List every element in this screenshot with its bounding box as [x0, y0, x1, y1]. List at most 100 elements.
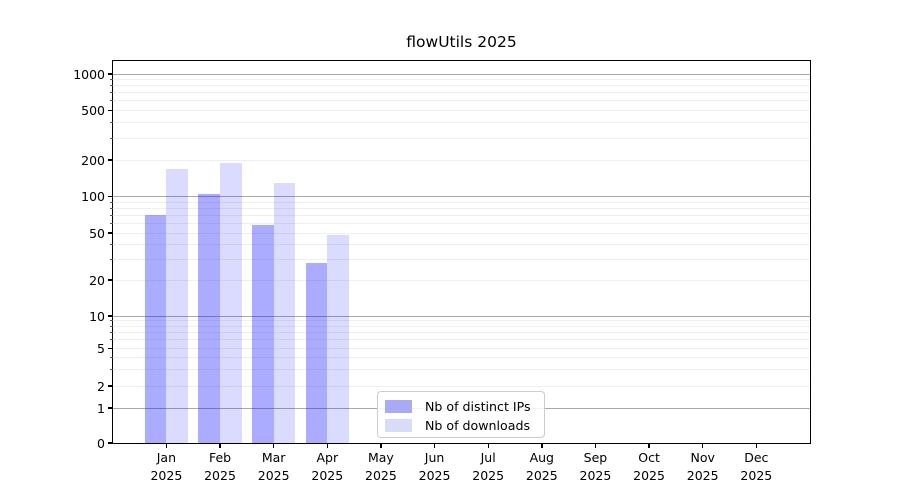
y-minor-tick-mark — [110, 320, 113, 322]
bar-downloads — [220, 162, 242, 443]
x-tick-label: Oct 2025 — [617, 449, 681, 484]
x-tick-label-year: 2025 — [686, 467, 719, 483]
x-tick-label-month: May — [367, 450, 394, 465]
y-tick-label: 1000 — [73, 66, 105, 82]
y-minor-tick-mark — [110, 332, 113, 334]
y-minor-tick-mark — [110, 222, 113, 224]
x-tick-label-month: Jan — [156, 450, 177, 465]
x-tick-mark — [380, 443, 382, 448]
bar-distinct-ips — [252, 225, 274, 443]
legend-swatch-distinct-ips — [385, 400, 412, 413]
minor-gridline — [113, 92, 810, 94]
legend-swatch-downloads — [385, 419, 412, 432]
bar-downloads — [166, 169, 188, 443]
y-minor-tick-mark — [110, 122, 113, 124]
y-tick-label: 20 — [89, 272, 105, 288]
x-tick-label-year: 2025 — [633, 467, 665, 483]
y-tick-label: 50 — [89, 225, 105, 241]
x-tick-label-month: Feb — [208, 450, 232, 465]
minor-gridline — [113, 332, 810, 334]
x-tick-mark — [755, 443, 758, 448]
x-tick-label: Jun 2025 — [403, 449, 467, 484]
y-minor-tick-mark — [110, 243, 113, 245]
x-tick-label-month: Dec — [744, 450, 769, 465]
minor-gridline — [113, 79, 810, 81]
y-tick-label: 5 — [97, 341, 105, 356]
major-gridline — [113, 196, 810, 197]
y-minor-tick-mark — [110, 92, 113, 94]
x-tick-mark — [541, 443, 543, 448]
minor-gridline — [113, 122, 810, 124]
x-tick-label: Jul 2025 — [456, 449, 520, 484]
y-tick-mark — [108, 73, 113, 75]
y-tick-label: 2 — [97, 378, 105, 394]
minor-gridline — [113, 385, 810, 387]
x-tick-mark — [487, 443, 489, 448]
y-minor-tick-mark — [110, 85, 113, 87]
x-tick-mark — [326, 443, 328, 448]
legend-item-distinct-ips: Nb of distinct IPs — [385, 397, 544, 416]
y-tick-mark — [108, 159, 113, 161]
x-tick-label-year: 2025 — [150, 467, 183, 483]
minor-gridline — [113, 320, 810, 322]
y-tick-label: 0 — [97, 435, 105, 451]
minor-gridline — [113, 232, 810, 234]
y-minor-tick-mark — [110, 137, 113, 139]
legend-item-downloads: Nb of downloads — [385, 416, 544, 435]
y-tick-mark — [108, 195, 113, 198]
x-tick-label-month: Nov — [690, 450, 715, 465]
minor-gridline — [113, 201, 810, 203]
minor-gridline — [113, 137, 810, 139]
x-tick-label-year: 2025 — [418, 467, 451, 483]
x-tick-label-year: 2025 — [257, 467, 290, 483]
x-tick-label-month: Oct — [638, 450, 660, 465]
x-tick-label: Dec 2025 — [724, 449, 788, 484]
y-tick-mark — [108, 385, 113, 387]
y-minor-tick-mark — [110, 214, 113, 216]
minor-gridline — [113, 325, 810, 327]
x-tick-label: Nov 2025 — [671, 449, 735, 484]
y-minor-tick-mark — [110, 325, 113, 327]
x-tick-label-month: Mar — [261, 450, 286, 465]
y-minor-tick-mark — [110, 339, 113, 341]
y-tick-mark — [108, 232, 113, 234]
x-tick-label-year: 2025 — [525, 467, 558, 483]
y-minor-tick-mark — [110, 79, 113, 81]
x-tick-label-year: 2025 — [740, 467, 773, 483]
legend-label-downloads: Nb of downloads — [425, 418, 531, 433]
minor-gridline — [113, 258, 810, 260]
x-tick-label-year: 2025 — [204, 467, 236, 483]
bar-distinct-ips — [144, 215, 167, 443]
bar-downloads — [273, 182, 296, 443]
y-tick-mark — [108, 442, 113, 444]
minor-gridline — [113, 348, 810, 349]
x-tick-mark — [648, 443, 650, 448]
x-tick-label-year: 2025 — [579, 467, 612, 483]
legend-label-distinct-ips: Nb of distinct IPs — [425, 399, 531, 414]
x-tick-mark — [219, 443, 221, 448]
y-minor-tick-mark — [110, 207, 113, 209]
y-tick-mark — [108, 279, 113, 281]
x-tick-label-month: Jul — [480, 450, 496, 465]
y-tick-label: 100 — [81, 189, 105, 204]
x-tick-label-month: Sep — [583, 450, 608, 465]
x-tick-label-year: 2025 — [365, 467, 397, 483]
y-minor-tick-mark — [110, 258, 113, 260]
x-tick-label-month: Aug — [529, 450, 554, 465]
legend: Nb of distinct IPs Nb of downloads — [377, 391, 545, 438]
x-tick-mark — [433, 443, 436, 448]
bar-distinct-ips — [198, 194, 221, 443]
x-tick-label-year: 2025 — [472, 467, 505, 483]
y-minor-tick-mark — [110, 100, 113, 102]
x-tick-label: Apr 2025 — [295, 449, 359, 484]
y-tick-label: 10 — [89, 308, 105, 324]
minor-gridline — [113, 85, 810, 87]
minor-gridline — [113, 368, 810, 370]
y-minor-tick-mark — [110, 368, 113, 370]
minor-gridline — [113, 110, 810, 111]
x-tick-label: Aug 2025 — [510, 449, 574, 484]
chart-title: flowUtils 2025 — [406, 33, 517, 51]
y-minor-tick-mark — [110, 201, 113, 203]
x-tick-label: Sep 2025 — [563, 449, 627, 484]
